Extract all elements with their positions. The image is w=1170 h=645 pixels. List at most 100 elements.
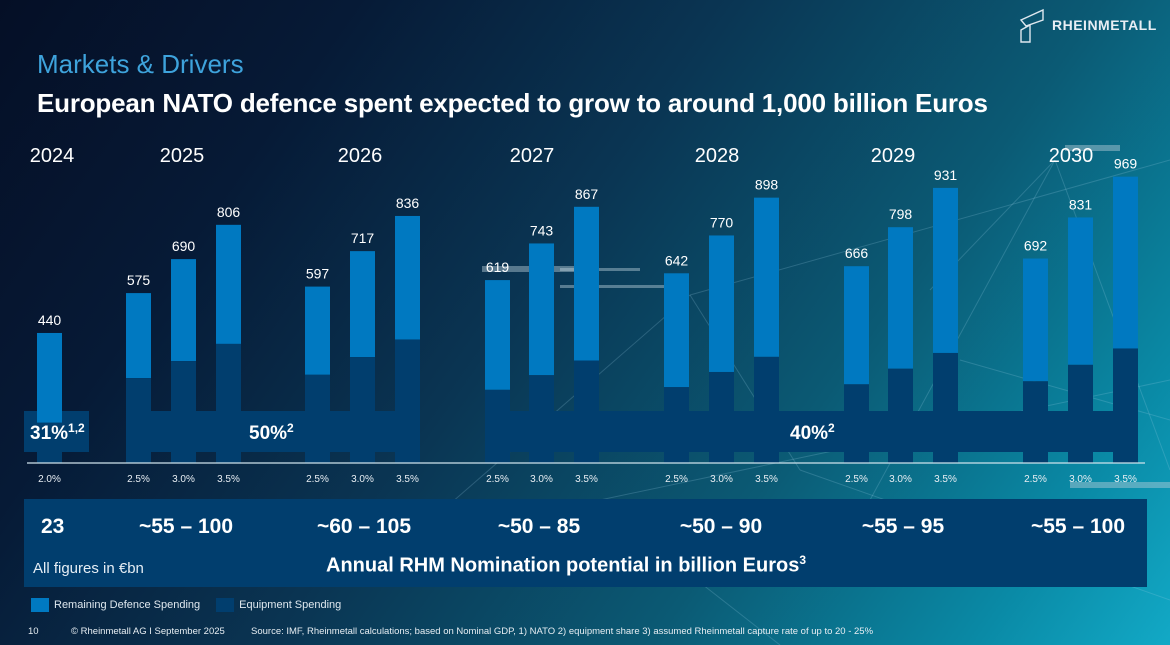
bar-value-label: 690 bbox=[172, 238, 196, 254]
bar-value-label: 440 bbox=[38, 312, 62, 328]
bar-remaining-spending bbox=[1023, 258, 1048, 382]
legend-item-remaining: Remaining Defence Spending bbox=[31, 598, 200, 612]
bar-equipment-spending bbox=[888, 368, 913, 463]
bar-remaining-spending bbox=[529, 243, 554, 376]
defence-spending-chart: 2024 440 2.0% 2025 575 2.5% 690 3.0% 806 3.5% 2026… bbox=[24, 145, 1145, 485]
equipment-share-footnote: 2 bbox=[828, 421, 835, 435]
equipment-share-footnote: 2 bbox=[287, 421, 294, 435]
bar-equipment-spending bbox=[933, 352, 958, 463]
nomination-value: ~55 – 100 bbox=[138, 515, 234, 538]
bar-equipment-spending bbox=[844, 384, 869, 463]
equipment-share-label: 50%2 bbox=[249, 421, 294, 444]
rheinmetall-logo: RHEINMETALL bbox=[1018, 6, 1157, 44]
bar-value-label: 867 bbox=[575, 186, 599, 202]
bar-value-label: 619 bbox=[486, 259, 510, 275]
bar-remaining-spending bbox=[171, 259, 196, 362]
scenario-label: 3.0% bbox=[530, 474, 553, 485]
scenario-label: 3.5% bbox=[755, 474, 778, 485]
year-label: 2028 bbox=[695, 145, 740, 167]
bar-equipment-spending bbox=[126, 378, 151, 463]
rheinmetall-logo-icon bbox=[1019, 8, 1044, 43]
year-label: 2029 bbox=[871, 145, 916, 167]
bar-value-label: 743 bbox=[530, 222, 554, 238]
bar-value-label: 770 bbox=[710, 214, 734, 230]
bar-value-label: 717 bbox=[351, 230, 375, 246]
bar-remaining-spending bbox=[216, 224, 241, 344]
year-label: 2026 bbox=[338, 145, 383, 167]
nomination-potential-panel: 23 ~55 – 100 ~60 – 105 ~50 – 85 ~50 – 90 ~55 … bbox=[24, 499, 1147, 587]
scenario-label: 2.5% bbox=[486, 474, 509, 485]
bar-remaining-spending bbox=[1113, 176, 1138, 349]
bar-equipment-spending bbox=[529, 375, 554, 463]
bar-value-label: 575 bbox=[127, 272, 151, 288]
brand-name: RHEINMETALL bbox=[1052, 17, 1157, 33]
scenario-label: 2.5% bbox=[306, 474, 329, 485]
bar-remaining-spending bbox=[709, 235, 734, 372]
bar-remaining-spending bbox=[888, 227, 913, 369]
bar-remaining-spending bbox=[305, 286, 330, 375]
nomination-value: 23 bbox=[41, 515, 65, 538]
scenario-label: 2.0% bbox=[38, 474, 61, 485]
nomination-value: ~50 – 90 bbox=[679, 515, 763, 538]
scenario-label: 2.5% bbox=[845, 474, 868, 485]
scenario-label: 3.5% bbox=[396, 474, 419, 485]
copyright: © Rheinmetall AG I September 2025 bbox=[71, 626, 225, 637]
bar-equipment-spending bbox=[1113, 348, 1138, 463]
bar-remaining-spending bbox=[126, 293, 151, 379]
bar-remaining-spending bbox=[754, 197, 779, 357]
scenario-label: 2.5% bbox=[1024, 474, 1047, 485]
bar-equipment-spending bbox=[1023, 381, 1048, 463]
legend-label-remaining: Remaining Defence Spending bbox=[54, 599, 201, 611]
scenario-label: 3.5% bbox=[575, 474, 598, 485]
bar-value-label: 831 bbox=[1069, 196, 1093, 212]
bar-equipment-spending bbox=[395, 339, 420, 463]
scenario-label: 2.5% bbox=[127, 474, 150, 485]
nomination-title-footnote: 3 bbox=[799, 553, 806, 567]
units-note: All figures in €bn bbox=[33, 560, 144, 577]
year-label: 2030 bbox=[1049, 145, 1094, 167]
bar-equipment-spending bbox=[37, 422, 62, 463]
bar-equipment-spending bbox=[485, 389, 510, 463]
nomination-title-text: Annual RHM Nomination potential in billi… bbox=[326, 554, 800, 577]
scenario-label: 3.0% bbox=[710, 474, 733, 485]
scenario-label: 3.5% bbox=[217, 474, 240, 485]
nomination-title: Annual RHM Nomination potential in billi… bbox=[326, 553, 806, 578]
year-label: 2025 bbox=[160, 145, 205, 167]
nomination-value: ~55 – 95 bbox=[861, 515, 945, 538]
bar-value-label: 898 bbox=[755, 177, 779, 193]
bar-remaining-spending bbox=[933, 187, 958, 353]
bar-value-label: 806 bbox=[217, 204, 241, 220]
bar-equipment-spending bbox=[574, 360, 599, 463]
scenario-label: 2.5% bbox=[665, 474, 688, 485]
bar-value-label: 692 bbox=[1024, 238, 1048, 254]
bar-equipment-spending bbox=[754, 356, 779, 463]
bar-value-label: 597 bbox=[306, 266, 330, 282]
bar-remaining-spending bbox=[844, 266, 869, 385]
bar-equipment-spending bbox=[216, 343, 241, 463]
equipment-share-label: 40%2 bbox=[790, 421, 835, 444]
nomination-value: ~60 – 105 bbox=[316, 515, 412, 538]
legend-item-equipment: Equipment Spending bbox=[216, 598, 341, 612]
bar-value-label: 798 bbox=[889, 206, 913, 222]
year-label: 2024 bbox=[30, 145, 75, 167]
legend-swatch-equipment bbox=[216, 598, 235, 612]
bar-equipment-spending bbox=[350, 357, 375, 463]
bar-remaining-spending bbox=[574, 206, 599, 361]
bar-remaining-spending bbox=[1068, 217, 1093, 365]
legend-label-equipment: Equipment Spending bbox=[239, 599, 342, 611]
scenario-label: 3.0% bbox=[889, 474, 912, 485]
page-number: 10 bbox=[28, 626, 39, 637]
source-note: Source: IMF, Rheinmetall calculations; b… bbox=[251, 626, 874, 637]
scenario-label: 3.0% bbox=[172, 474, 195, 485]
nomination-value: ~55 – 100 bbox=[1030, 515, 1126, 538]
legend-swatch-remaining bbox=[31, 598, 49, 612]
bar-remaining-spending bbox=[664, 273, 689, 388]
bar-remaining-spending bbox=[395, 215, 420, 340]
chart-legend: Remaining Defence Spending Equipment Spe… bbox=[31, 598, 357, 612]
bar-equipment-spending bbox=[1068, 364, 1093, 463]
bar-value-label: 666 bbox=[845, 245, 869, 261]
bar-value-label: 969 bbox=[1114, 156, 1138, 172]
page-title: European NATO defence spent expected to … bbox=[37, 88, 988, 118]
bar-remaining-spending bbox=[37, 332, 62, 423]
bar-equipment-spending bbox=[664, 387, 689, 463]
